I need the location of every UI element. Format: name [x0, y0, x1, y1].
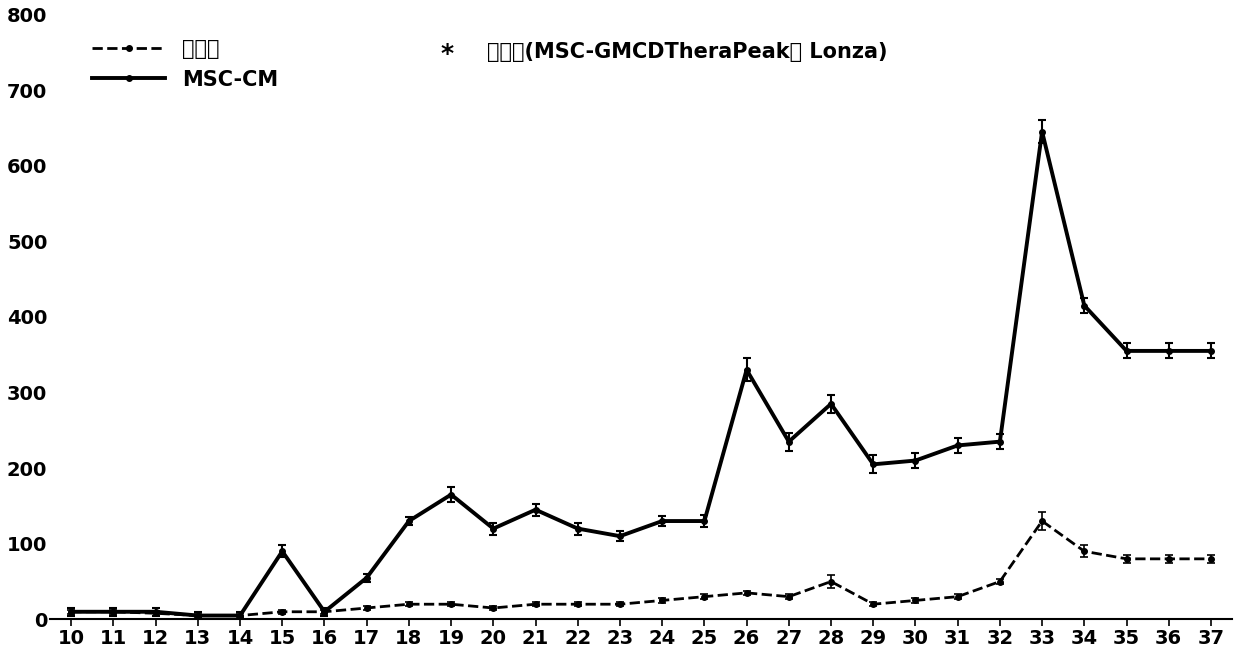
Text: 培养基(MSC-GMCDTheraPeak， Lonza): 培养基(MSC-GMCDTheraPeak， Lonza) — [487, 42, 888, 62]
Legend: 对照组, MSC-CM: 对照组, MSC-CM — [84, 31, 286, 98]
Text: *: * — [440, 42, 453, 66]
